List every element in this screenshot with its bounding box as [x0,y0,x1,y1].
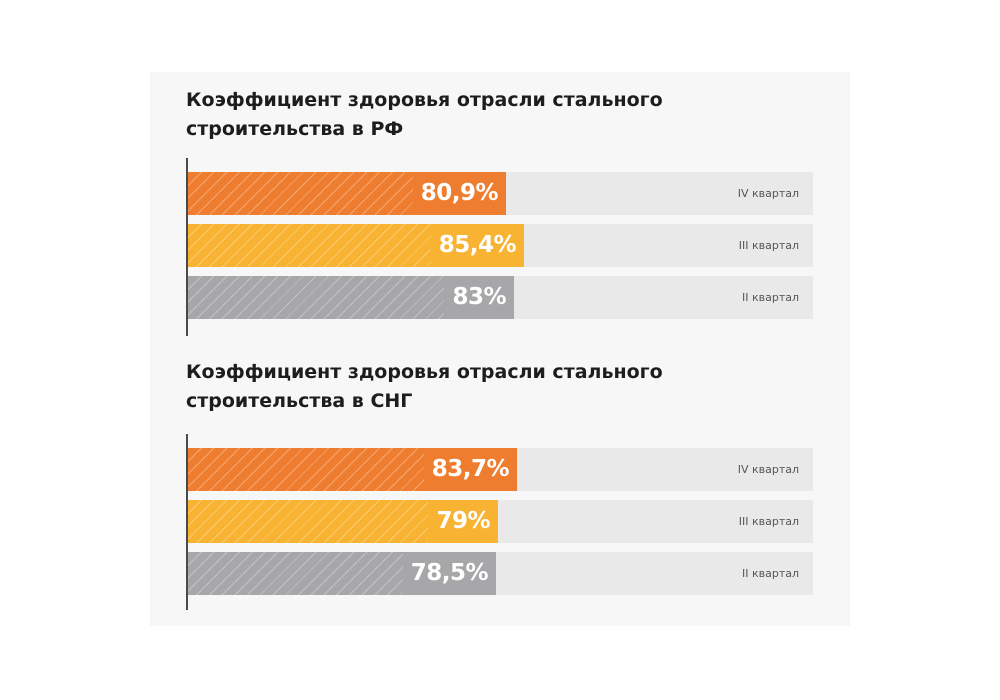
category-label: III квартал [738,515,799,528]
bar: 78,5% [188,552,496,595]
category-label: IV квартал [737,187,799,200]
bar: 83,7% [188,448,517,491]
bar-track: 79% III квартал [188,500,813,543]
chart-card: Коэффициент здоровья отрасли стального с… [150,72,850,626]
bar: 80,9% [188,172,506,215]
bar: 79% [188,500,498,543]
bar: 85,4% [188,224,524,267]
bar-hatch [188,276,444,319]
value-label: 79% [436,508,490,534]
category-label: II квартал [741,567,799,580]
bar-hatch [188,448,424,491]
category-label: IV квартал [737,463,799,476]
value-label: 83% [452,284,506,310]
category-label: II квартал [741,291,799,304]
category-label: III квартал [738,239,799,252]
value-label: 78,5% [410,560,489,586]
chart-title-cis: Коэффициент здоровья отрасли стального с… [186,361,663,412]
bar-track: 83,7% IV квартал [188,448,813,491]
value-label: 80,9% [420,180,499,206]
chart-title-rf: Коэффициент здоровья отрасли стального с… [186,89,663,140]
bar-hatch [188,224,431,267]
y-axis-line [186,434,188,610]
value-label: 85,4% [438,232,517,258]
bar-chart-cis: 83,7% IV квартал 79% III квартал 78,5% II ква… [186,434,816,610]
value-label: 83,7% [431,456,510,482]
bar-track: 85,4% III квартал [188,224,813,267]
bar: 83% [188,276,514,319]
bar-hatch [188,500,428,543]
bar-track: 78,5% II квартал [188,552,813,595]
bar-track: 80,9% IV квартал [188,172,813,215]
y-axis-line [186,158,188,336]
bar-hatch [188,552,403,595]
bar-hatch [188,172,413,215]
bar-chart-rf: 80,9% IV квартал 85,4% III квартал 83% II ква… [186,158,816,336]
bar-track: 83% II квартал [188,276,813,319]
